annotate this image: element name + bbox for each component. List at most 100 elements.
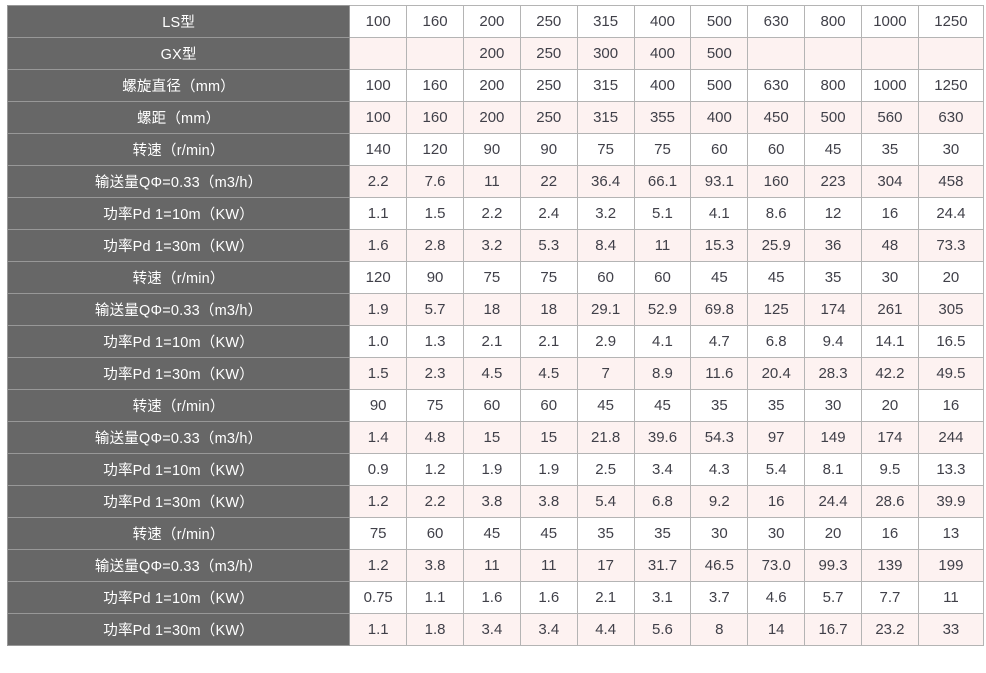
value-cell: 4.3	[690, 453, 749, 486]
value-cell: 39.9	[917, 485, 985, 518]
value-cell: 1.8	[406, 613, 464, 646]
value-cell: 250	[519, 37, 578, 70]
value-cell: 90	[349, 389, 408, 422]
table-row: 输送量QΦ=0.33（m3/h） 1.9 5.7 18 18 29.1 52.9 69.8 12…	[7, 293, 985, 326]
value-cell: 5.1	[633, 197, 692, 230]
value-cell: 24.4	[804, 485, 862, 518]
value-cell: 125	[747, 293, 806, 326]
value-cell: 39.6	[633, 421, 692, 454]
value-cell: 45	[462, 517, 521, 550]
spec-table: LS型 100 160 200 250 315 400 500 630 800 1000 1250 GX…	[7, 5, 985, 646]
value-cell: 30	[747, 517, 806, 550]
value-cell: 315	[576, 5, 635, 38]
value-cell: 45	[747, 261, 806, 294]
value-cell: 14	[747, 613, 806, 646]
value-cell: 100	[349, 101, 408, 134]
row-header-label: 输送量QΦ=0.33（m3/h）	[7, 165, 351, 198]
table-row: 螺旋直径（mm） 100 160 200 250 315 400 500 630 800 1000 1…	[7, 69, 985, 102]
value-cell: 1.2	[349, 549, 408, 582]
value-cell: 2.1	[519, 325, 578, 358]
value-cell: 5.7	[406, 293, 464, 326]
value-cell: 24.4	[917, 197, 985, 230]
value-cell: 16.7	[804, 613, 862, 646]
spec-table-body: LS型 100 160 200 250 315 400 500 630 800 1000 1250 GX…	[7, 5, 985, 646]
value-cell: 140	[349, 133, 408, 166]
table-row: 转速（r/min） 90 75 60 60 45 45 35 35 30 20 16	[7, 389, 985, 422]
value-cell: 1.4	[349, 421, 408, 454]
value-cell: 20.4	[747, 357, 806, 390]
value-cell: 20	[804, 517, 862, 550]
value-cell: 20	[917, 261, 985, 294]
table-row: GX型 200 250 300 400 500	[7, 37, 985, 70]
value-cell: 400	[690, 101, 749, 134]
value-cell: 42.2	[860, 357, 919, 390]
table-row: 功率Pd 1=10m（KW） 1.1 1.5 2.2 2.4 3.2 5.1 4.1 8.6 12…	[7, 197, 985, 230]
value-cell: 25.9	[747, 229, 806, 262]
value-cell: 2.8	[406, 229, 464, 262]
value-cell: 500	[804, 101, 862, 134]
value-cell: 4.5	[462, 357, 521, 390]
value-cell: 244	[917, 421, 985, 454]
value-cell: 200	[462, 37, 521, 70]
value-cell: 250	[519, 5, 578, 38]
value-cell: 8.4	[576, 229, 635, 262]
value-cell: 305	[917, 293, 985, 326]
value-cell: 1.2	[349, 485, 408, 518]
row-header-label: 转速（r/min）	[7, 517, 351, 550]
value-cell: 60	[519, 389, 578, 422]
value-cell: 99.3	[804, 549, 862, 582]
value-cell: 1.9	[519, 453, 578, 486]
row-header-label: 输送量QΦ=0.33（m3/h）	[7, 549, 351, 582]
value-cell: 15	[462, 421, 521, 454]
value-cell: 800	[804, 69, 862, 102]
value-cell: 66.1	[633, 165, 692, 198]
value-cell: 30	[917, 133, 985, 166]
value-cell: 11	[917, 581, 985, 614]
value-cell: 11.6	[690, 357, 749, 390]
value-cell: 75	[633, 133, 692, 166]
value-cell: 75	[406, 389, 464, 422]
value-cell: 9.2	[690, 485, 749, 518]
value-cell: 200	[462, 69, 521, 102]
value-cell: 1.0	[349, 325, 408, 358]
row-header-label: 功率Pd 1=30m（KW）	[7, 485, 351, 518]
value-cell: 35	[576, 517, 635, 550]
value-cell: 100	[349, 69, 408, 102]
value-cell: 45	[519, 517, 578, 550]
table-row: 功率Pd 1=30m（KW） 1.5 2.3 4.5 4.5 7 8.9 11.6 20.4 28…	[7, 357, 985, 390]
row-header-label: 功率Pd 1=30m（KW）	[7, 229, 351, 262]
value-cell: 46.5	[690, 549, 749, 582]
value-cell: 1.1	[349, 197, 408, 230]
value-cell: 300	[576, 37, 635, 70]
value-cell: 1.6	[349, 229, 408, 262]
table-row: 功率Pd 1=30m（KW） 1.6 2.8 3.2 5.3 8.4 11 15.3 25.9 3…	[7, 229, 985, 262]
value-cell: 7.7	[860, 581, 919, 614]
value-cell: 1.1	[406, 581, 464, 614]
row-header-label: 螺旋直径（mm）	[7, 69, 351, 102]
value-cell: 5.3	[519, 229, 578, 262]
value-cell: 2.5	[576, 453, 635, 486]
value-cell: 73.3	[917, 229, 985, 262]
value-cell: 75	[576, 133, 635, 166]
value-cell: 16	[860, 517, 919, 550]
value-cell	[406, 37, 464, 70]
value-cell: 2.4	[519, 197, 578, 230]
value-cell: 560	[860, 101, 919, 134]
value-cell: 45	[633, 389, 692, 422]
value-cell: 2.1	[576, 581, 635, 614]
table-row: 功率Pd 1=30m（KW） 1.2 2.2 3.8 3.8 5.4 6.8 9.2 16 24.…	[7, 485, 985, 518]
value-cell: 223	[804, 165, 862, 198]
value-cell: 200	[462, 5, 521, 38]
value-cell: 35	[804, 261, 862, 294]
value-cell: 8	[690, 613, 749, 646]
value-cell: 36	[804, 229, 862, 262]
table-row: 功率Pd 1=10m（KW） 0.9 1.2 1.9 1.9 2.5 3.4 4.3 5.4 8.…	[7, 453, 985, 486]
value-cell: 15.3	[690, 229, 749, 262]
value-cell: 4.4	[576, 613, 635, 646]
value-cell: 160	[406, 69, 464, 102]
row-header-label: 转速（r/min）	[7, 389, 351, 422]
value-cell: 13.3	[917, 453, 985, 486]
value-cell: 20	[860, 389, 919, 422]
value-cell: 23.2	[860, 613, 919, 646]
value-cell: 1.5	[406, 197, 464, 230]
